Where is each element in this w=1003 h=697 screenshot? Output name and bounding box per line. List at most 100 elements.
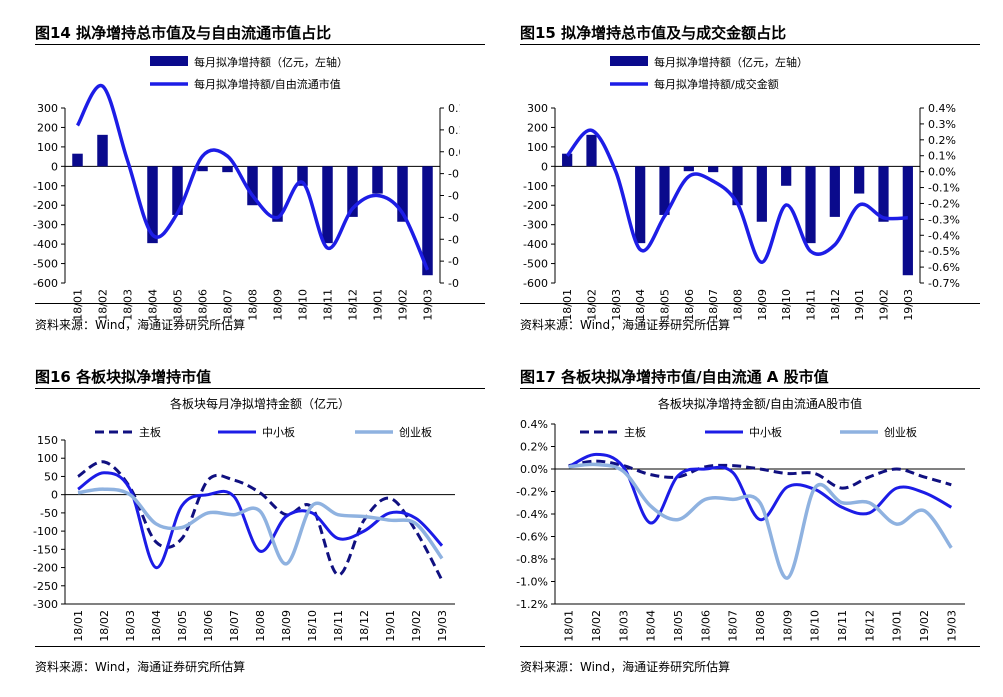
fig17-y-tick-label: 0.0% xyxy=(520,463,548,476)
figure-16-title: 图16 各板块拟净增持市值 xyxy=(35,368,212,386)
figure-16-chart: 各板块每月净拟增持金额（亿元） 150 100 50 0 -50 -100 -150 -200 -… xyxy=(33,396,455,642)
fig14-x-tick-label: 18/03 xyxy=(122,289,135,321)
fig17-x-tick-label: 18/11 xyxy=(836,610,849,642)
figure-16-source-rule xyxy=(35,646,485,647)
fig14-x-tick-label: 19/01 xyxy=(372,289,385,321)
fig14-right-tick-label: -0.3% xyxy=(448,277,460,290)
fig17-y-tick-label: -1.2% xyxy=(516,598,548,611)
fig15-x-tick-label: 18/11 xyxy=(805,289,818,321)
fig16-x-tick-label: 18/01 xyxy=(72,610,85,642)
fig15-x-tick-label: 18/03 xyxy=(610,289,623,321)
fig16-x-tick-label: 18/08 xyxy=(254,610,267,642)
fig16-y-tick-label: 50 xyxy=(44,470,58,483)
fig14-x-tick-label: 18/12 xyxy=(347,289,360,321)
fig14-x-tick-label: 19/03 xyxy=(422,289,435,321)
fig17-y-tick-label: -0.6% xyxy=(516,531,548,544)
fig15-bar xyxy=(708,166,719,173)
fig16-x-tick-label: 18/09 xyxy=(280,610,293,642)
fig15-x-tick-label: 18/01 xyxy=(561,289,574,321)
fig14-x-tick-label: 18/11 xyxy=(322,289,335,321)
fig16-x-tick-label: 19/01 xyxy=(384,610,397,642)
fig17-x-tick-label: 19/02 xyxy=(918,610,931,642)
fig14-left-tick-label: -300 xyxy=(33,219,58,232)
fig14-bar xyxy=(372,166,383,194)
fig15-bar xyxy=(854,166,865,194)
fig14-bar xyxy=(272,166,283,222)
fig14-x-tick-label: 19/02 xyxy=(397,289,410,321)
fig15-x-tick-label: 18/05 xyxy=(659,289,672,321)
figure-15-panel: 图15 拟净增持总市值及与成交金额占比 300 200 100 0 -100 -200 -3… xyxy=(520,18,980,338)
fig17-sme-board-line xyxy=(567,452,953,525)
fig16-gem-board-line xyxy=(77,487,444,566)
fig14-right-tick-label: -0.1% xyxy=(448,190,460,203)
fig16-x-tick-label: 18/06 xyxy=(202,610,215,642)
fig15-left-tick-label: -600 xyxy=(523,277,548,290)
fig14-legend-bar-swatch xyxy=(150,56,188,66)
fig17-x-tick-label: 18/01 xyxy=(563,610,576,642)
fig15-left-tick-label: 300 xyxy=(527,102,548,115)
fig15-right-tick-label: -0.2% xyxy=(928,197,960,210)
fig15-right-tick-label: -0.3% xyxy=(928,213,960,226)
figure-14-panel: 图14 拟净增持总市值及与自由流通市值占比 300 200 100 0 -100 -200… xyxy=(33,18,485,338)
fig15-left-tick-label: 0 xyxy=(541,160,548,173)
fig16-y-tick-label: 150 xyxy=(37,434,58,447)
fig15-bar xyxy=(829,166,840,217)
figure-15-plot: 300 200 100 0 -100 -200 -300 -400 -500 -600 0.4% 0.… xyxy=(523,55,960,321)
fig14-bar xyxy=(222,166,233,173)
figure-16-source: 资料来源：Wind，海通证券研究所估算 xyxy=(35,660,246,674)
fig17-x-tick-label: 19/01 xyxy=(891,610,904,642)
fig17-x-tick-label: 18/04 xyxy=(645,610,658,642)
fig16-legend-sme-board-label: 中小板 xyxy=(262,425,295,439)
fig17-gem-board-line xyxy=(568,462,953,580)
fig15-bar xyxy=(902,166,913,276)
fig17-x-tick-label: 18/10 xyxy=(809,610,822,642)
fig17-y-tick-label: -0.2% xyxy=(516,486,548,499)
figure-17-title-rule xyxy=(520,388,980,389)
fig15-bar xyxy=(878,166,889,222)
fig14-bar xyxy=(422,166,433,276)
figure-17-panel: 图17 各板块拟净增持市值/自由流通 A 股市值 各板块拟净增持金额/自由流通A… xyxy=(516,362,980,692)
figure-15-source: 资料来源：Wind，海通证券研究所估算 xyxy=(520,318,731,332)
figure-14-source-rule xyxy=(35,303,485,304)
fig15-right-tick-label: -0.4% xyxy=(928,229,960,242)
fig14-left-tick-label: -200 xyxy=(33,199,58,212)
fig14-x-tick-label: 18/10 xyxy=(297,289,310,321)
fig16-x-tick-label: 18/05 xyxy=(176,610,189,642)
fig15-right-tick-label: -0.1% xyxy=(928,182,960,195)
fig14-legend-line-label: 每月拟净增持额/自由流通市值 xyxy=(194,77,341,91)
fig16-x-tick-label: 18/12 xyxy=(358,610,371,642)
fig16-x-tick-label: 18/10 xyxy=(306,610,319,642)
fig17-x-tick-label: 18/03 xyxy=(617,610,630,642)
figure-17-source: 资料来源：Wind，海通证券研究所估算 xyxy=(520,660,731,674)
fig15-bar xyxy=(635,166,646,244)
fig14-ratio-line xyxy=(75,84,430,271)
fig14-bar xyxy=(197,166,208,172)
fig16-x-tick-label: 18/02 xyxy=(98,610,111,642)
figure-14-chart: 300 200 100 0 -100 -200 -300 -400 -500 -600 0.1% 0.… xyxy=(33,55,460,321)
fig15-x-tick-label: 18/08 xyxy=(732,289,745,321)
fig16-y-tick-label: -150 xyxy=(33,543,58,556)
fig16-x-tick-label: 18/11 xyxy=(332,610,345,642)
fig15-left-tick-label: 100 xyxy=(527,141,548,154)
fig15-x-tick-label: 18/12 xyxy=(829,289,842,321)
fig17-legend-gem-board-label: 创业板 xyxy=(884,425,917,439)
fig15-right-tick-label: 0.3% xyxy=(928,118,956,131)
fig14-right-tick-label: -0.3% xyxy=(448,255,460,268)
fig14-right-tick-label: 0.0% xyxy=(448,146,460,159)
fig15-x-tick-label: 18/09 xyxy=(756,289,769,321)
figure-14-source: 资料来源：Wind，海通证券研究所估算 xyxy=(35,318,246,332)
fig14-x-tick-label: 18/08 xyxy=(247,289,260,321)
figure-17-plot: 各板块拟净增持金额/自由流通A股市值 0.4% 0.2% 0.0% -0.2% -0.4%… xyxy=(516,396,965,642)
fig15-left-tick-label: -200 xyxy=(523,199,548,212)
fig14-x-tick-label: 18/05 xyxy=(172,289,185,321)
fig14-bar xyxy=(322,166,333,244)
fig17-chart-title: 各板块拟净增持金额/自由流通A股市值 xyxy=(658,396,862,411)
fig14-bar xyxy=(97,134,108,167)
fig15-right-tick-label: 0.0% xyxy=(928,166,956,179)
fig15-x-tick-label: 18/04 xyxy=(634,289,647,321)
figure-14-plot: 300 200 100 0 -100 -200 -300 -400 -500 -600 0.1% 0.… xyxy=(33,55,460,321)
fig14-right-tick-label: 0.1% xyxy=(448,102,460,115)
fig15-bar xyxy=(659,166,670,215)
fig14-right-tick-label: -0.1% xyxy=(448,168,460,181)
fig17-y-tick-label: -0.8% xyxy=(516,553,548,566)
